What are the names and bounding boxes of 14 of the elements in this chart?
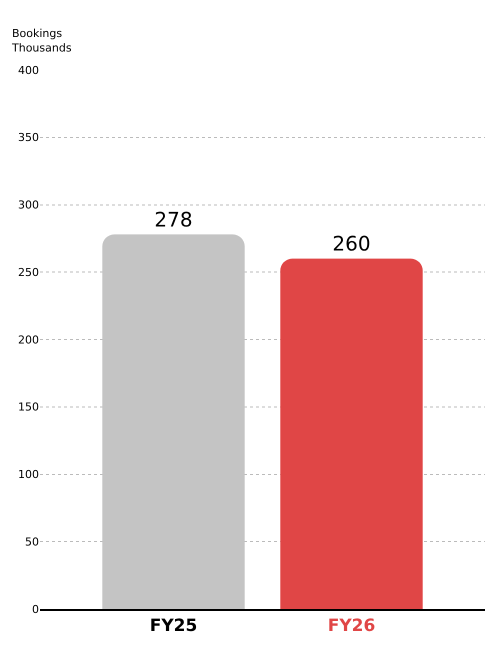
- y-tick-label: 250: [18, 266, 39, 279]
- data-label: 260: [332, 232, 371, 256]
- y-tick-label: 300: [18, 198, 39, 212]
- y-axis-title: Bookings Thousands: [11, 27, 72, 54]
- y-tick-label: 50: [25, 535, 39, 548]
- y-tick-label: 0: [32, 602, 39, 616]
- y-tick-label: 200: [18, 333, 39, 346]
- y-tick-label: 400: [18, 64, 39, 77]
- x-tick-label: FY26: [328, 616, 376, 636]
- y-tick-label: 100: [18, 468, 39, 482]
- y-tick-label: 150: [18, 400, 39, 414]
- y-tick-label: 350: [18, 131, 39, 144]
- x-tick-label: FY25: [150, 616, 198, 636]
- data-label: 278: [154, 207, 193, 232]
